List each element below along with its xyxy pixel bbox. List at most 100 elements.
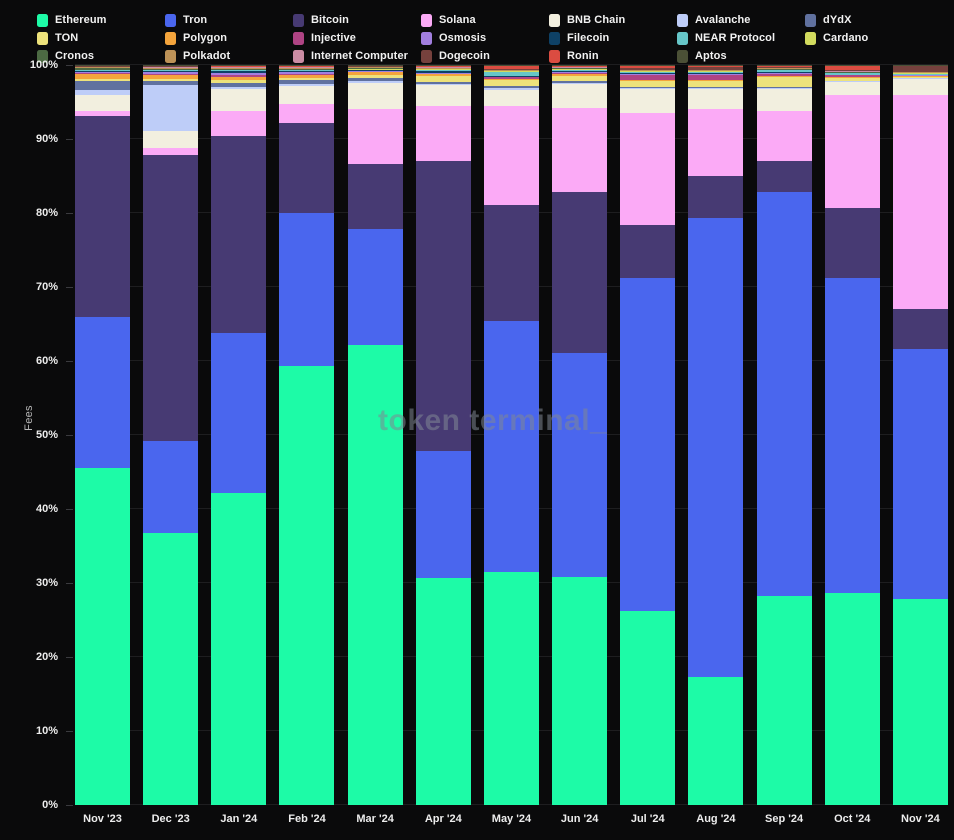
bar-segment-polkadot[interactable]	[75, 67, 130, 69]
bar-segment-polkadot[interactable]	[483, 70, 539, 72]
bar-segment-bnb-chain[interactable]	[415, 85, 471, 107]
bar-segment-solana[interactable]	[279, 103, 335, 123]
bar-jul-24[interactable]	[620, 65, 676, 805]
bar-segment-internet-computer[interactable]	[143, 67, 199, 69]
bar-nov-23[interactable]	[75, 65, 130, 805]
bar-segment-osmosis[interactable]	[688, 73, 744, 75]
bar-segment-dydx[interactable]	[143, 80, 199, 86]
bar-segment-bnb-chain[interactable]	[620, 89, 676, 114]
bar-segment-avalanche[interactable]	[143, 85, 199, 131]
bar-segment-filecoin[interactable]	[483, 75, 539, 77]
bar-segment-solana[interactable]	[75, 110, 130, 117]
bar-segment-bnb-chain[interactable]	[483, 89, 539, 107]
bar-segment-bitcoin[interactable]	[143, 154, 199, 441]
legend-item-filecoin[interactable]: Filecoin	[549, 31, 677, 45]
bar-segment-injective[interactable]	[483, 77, 539, 79]
bar-segment-solana[interactable]	[415, 106, 471, 161]
bar-segment-near-protocol[interactable]	[75, 70, 130, 72]
bar-feb-24[interactable]	[279, 65, 335, 805]
legend-item-ronin[interactable]: Ronin	[549, 49, 677, 63]
bar-segment-near-protocol[interactable]	[279, 70, 335, 71]
bar-segment-tron[interactable]	[756, 191, 812, 596]
bar-segment-avalanche[interactable]	[824, 81, 880, 83]
bar-segment-dydx[interactable]	[620, 86, 676, 88]
bar-segment-avalanche[interactable]	[415, 83, 471, 86]
bar-segment-tron[interactable]	[143, 440, 199, 533]
bar-segment-polkadot[interactable]	[688, 69, 744, 71]
bar-segment-dogecoin[interactable]	[688, 67, 744, 70]
bar-dec-23[interactable]	[143, 65, 199, 805]
bar-segment-osmosis[interactable]	[483, 76, 539, 78]
bar-segment-dydx[interactable]	[347, 77, 403, 81]
bar-segment-ronin[interactable]	[824, 65, 880, 70]
bar-segment-bnb-chain[interactable]	[824, 82, 880, 96]
bar-segment-tron[interactable]	[824, 278, 880, 593]
bar-segment-bitcoin[interactable]	[892, 309, 948, 350]
bar-oct-24[interactable]	[824, 65, 880, 805]
bar-segment-osmosis[interactable]	[347, 71, 403, 72]
bar-segment-polkadot[interactable]	[620, 69, 676, 71]
bar-segment-bitcoin[interactable]	[756, 161, 812, 192]
bar-segment-dogecoin[interactable]	[892, 65, 948, 72]
bar-segment-dydx[interactable]	[279, 79, 335, 84]
bar-segment-polygon[interactable]	[347, 72, 403, 75]
bar-segment-injective[interactable]	[688, 74, 744, 80]
bar-segment-injective[interactable]	[143, 73, 199, 76]
bar-segment-ton[interactable]	[415, 75, 471, 82]
bar-segment-injective[interactable]	[75, 73, 130, 74]
bar-segment-dogecoin[interactable]	[483, 68, 539, 70]
bar-segment-polygon[interactable]	[143, 75, 199, 80]
bar-segment-solana[interactable]	[620, 113, 676, 225]
bar-segment-avalanche[interactable]	[211, 86, 267, 90]
bar-segment-dogecoin[interactable]	[347, 65, 403, 67]
bar-segment-solana[interactable]	[483, 106, 539, 205]
bar-segment-dydx[interactable]	[552, 81, 608, 83]
bar-segment-polkadot[interactable]	[211, 68, 267, 69]
bar-segment-polkadot[interactable]	[347, 67, 403, 69]
bar-segment-ethereum[interactable]	[279, 366, 335, 805]
bar-segment-near-protocol[interactable]	[143, 70, 199, 72]
legend-item-solana[interactable]: Solana	[421, 13, 549, 27]
bar-segment-cronos[interactable]	[279, 68, 335, 70]
bar-segment-polygon[interactable]	[756, 76, 812, 78]
bar-segment-tron[interactable]	[620, 278, 676, 612]
bar-segment-cardano[interactable]	[620, 71, 676, 72]
legend-item-bitcoin[interactable]: Bitcoin	[293, 13, 421, 27]
legend-item-avalanche[interactable]: Avalanche	[677, 13, 805, 27]
bar-segment-avalanche[interactable]	[483, 87, 539, 90]
bar-segment-polygon[interactable]	[279, 75, 335, 78]
bar-segment-aptos[interactable]	[756, 65, 812, 66]
bar-segment-bnb-chain[interactable]	[279, 85, 335, 104]
bar-segment-bitcoin[interactable]	[75, 116, 130, 318]
bar-segment-bnb-chain[interactable]	[75, 94, 130, 111]
bar-segment-osmosis[interactable]	[756, 73, 812, 74]
bar-segment-osmosis[interactable]	[75, 72, 130, 74]
bar-segment-filecoin[interactable]	[143, 71, 199, 73]
bar-segment-solana[interactable]	[688, 109, 744, 177]
bar-segment-tron[interactable]	[483, 320, 539, 572]
bar-may-24[interactable]	[483, 65, 539, 805]
bar-segment-ronin[interactable]	[483, 65, 539, 69]
bar-segment-bnb-chain[interactable]	[756, 89, 812, 111]
bar-segment-cronos[interactable]	[143, 68, 199, 70]
bar-segment-aptos[interactable]	[552, 65, 608, 66]
bar-segment-avalanche[interactable]	[620, 87, 676, 90]
legend-item-bnb-chain[interactable]: BNB Chain	[549, 13, 677, 27]
bar-segment-dogecoin[interactable]	[143, 65, 199, 68]
bar-segment-bnb-chain[interactable]	[892, 79, 948, 95]
bar-segment-ronin[interactable]	[620, 65, 676, 69]
bar-jun-24[interactable]	[552, 65, 608, 805]
bar-segment-ethereum[interactable]	[211, 492, 267, 805]
bar-segment-filecoin[interactable]	[756, 72, 812, 74]
bar-segment-avalanche[interactable]	[279, 83, 335, 86]
bar-segment-bnb-chain[interactable]	[347, 82, 403, 110]
bar-segment-ethereum[interactable]	[75, 467, 130, 805]
bar-segment-cardano[interactable]	[211, 69, 267, 71]
bar-segment-avalanche[interactable]	[892, 78, 948, 80]
bar-segment-internet-computer[interactable]	[415, 67, 471, 69]
bar-segment-tron[interactable]	[75, 317, 130, 468]
bar-segment-ton[interactable]	[688, 81, 744, 87]
bar-segment-bitcoin[interactable]	[483, 204, 539, 321]
bar-segment-polygon[interactable]	[620, 79, 676, 82]
bar-segment-osmosis[interactable]	[552, 72, 608, 74]
